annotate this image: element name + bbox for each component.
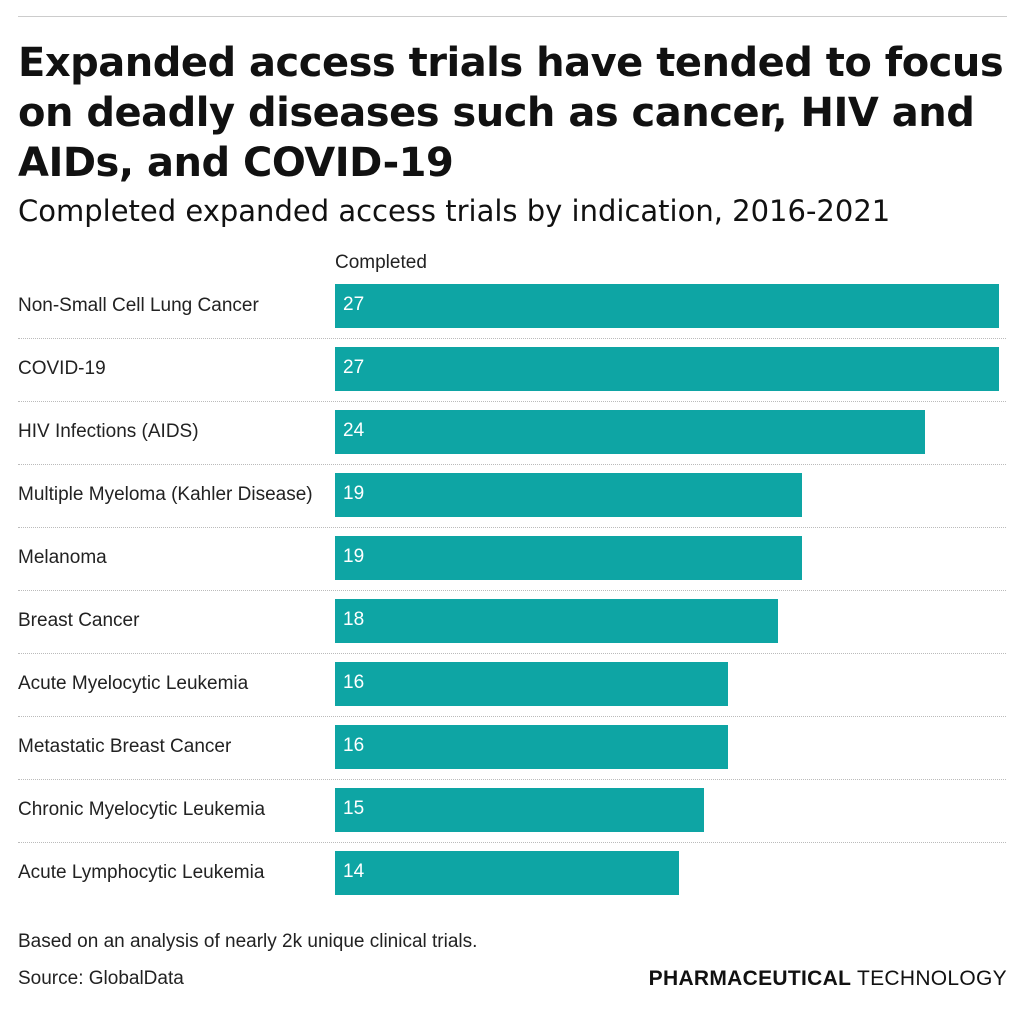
- bar-row: Chronic Myelocytic Leukemia 15: [18, 779, 1006, 842]
- bar-row: Acute Myelocytic Leukemia 16: [18, 653, 1006, 716]
- data-label: 24: [343, 420, 365, 441]
- category-label: Breast Cancer: [18, 610, 140, 631]
- category-label: Non-Small Cell Lung Cancer: [18, 295, 259, 316]
- bar-row: Metastatic Breast Cancer 16: [18, 716, 1006, 779]
- bar: 27: [335, 284, 999, 328]
- data-label: 18: [343, 609, 365, 630]
- row-divider: [18, 779, 1006, 780]
- category-label: Acute Lymphocytic Leukemia: [18, 862, 265, 883]
- bar-row: Acute Lymphocytic Leukemia 14: [18, 842, 1006, 905]
- chart-title: Expanded access trials have tended to fo…: [18, 40, 1004, 186]
- category-label: Metastatic Breast Cancer: [18, 736, 232, 757]
- category-label: HIV Infections (AIDS): [18, 421, 199, 442]
- category-label: COVID-19: [18, 358, 106, 379]
- top-rule: [18, 16, 1007, 17]
- data-label: 16: [343, 735, 365, 756]
- bar: 24: [335, 410, 926, 454]
- bar-row: COVID-19 27: [18, 338, 1006, 401]
- row-divider: [18, 527, 1006, 528]
- bar: 18: [335, 599, 778, 643]
- publisher-logo: PHARMACEUTICAL TECHNOLOGY: [648, 967, 1007, 990]
- chart-subtitle: Completed expanded access trials by indi…: [18, 194, 891, 228]
- bar-row: Melanoma 19: [18, 527, 1006, 590]
- bar: 27: [335, 347, 999, 391]
- row-divider: [18, 401, 1006, 402]
- data-label: 27: [343, 294, 365, 315]
- bar-row: HIV Infections (AIDS) 24: [18, 401, 1006, 464]
- data-label: 19: [343, 546, 365, 567]
- source: Source: GlobalData: [18, 968, 184, 989]
- data-label: 19: [343, 483, 365, 504]
- bar: 19: [335, 473, 803, 517]
- row-divider: [18, 842, 1006, 843]
- data-label: 14: [343, 861, 365, 882]
- row-divider: [18, 716, 1006, 717]
- data-label: 15: [343, 798, 365, 819]
- footnote: Based on an analysis of nearly 2k unique…: [18, 931, 478, 952]
- category-label: Acute Myelocytic Leukemia: [18, 673, 249, 694]
- bar-row: Multiple Myeloma (Kahler Disease) 19: [18, 464, 1006, 527]
- bar-row: Non-Small Cell Lung Cancer 27: [18, 275, 1006, 338]
- row-divider: [18, 464, 1006, 465]
- bar-row: Breast Cancer 18: [18, 590, 1006, 653]
- data-label: 16: [343, 672, 365, 693]
- bar: 15: [335, 788, 704, 832]
- column-header: Completed: [335, 252, 427, 273]
- bar: 16: [335, 725, 729, 769]
- row-divider: [18, 590, 1006, 591]
- bar: 14: [335, 851, 680, 895]
- category-label: Chronic Myelocytic Leukemia: [18, 799, 266, 820]
- category-label: Multiple Myeloma (Kahler Disease): [18, 484, 313, 505]
- category-label: Melanoma: [18, 547, 107, 568]
- data-label: 27: [343, 357, 365, 378]
- row-divider: [18, 338, 1006, 339]
- bar: 16: [335, 662, 729, 706]
- row-divider: [18, 653, 1006, 654]
- bar: 19: [335, 536, 803, 580]
